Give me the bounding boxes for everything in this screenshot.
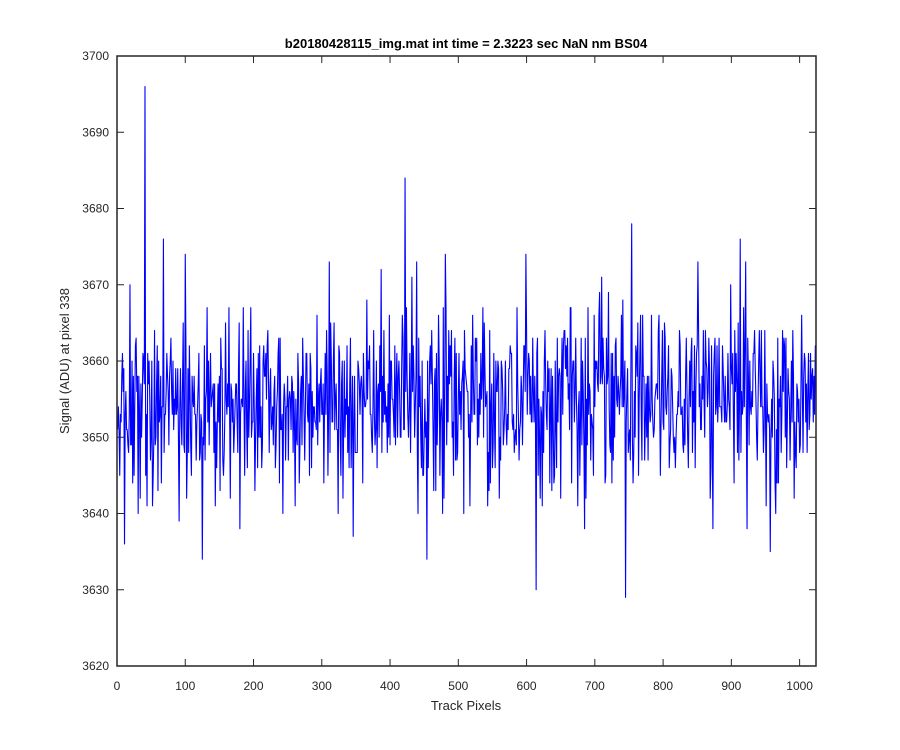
y-tick-label: 3660 bbox=[82, 354, 109, 368]
y-tick-label: 3680 bbox=[82, 202, 109, 216]
x-tick-label: 400 bbox=[380, 679, 400, 693]
x-tick-label: 700 bbox=[585, 679, 605, 693]
x-tick-label: 0 bbox=[114, 679, 121, 693]
y-tick-label: 3700 bbox=[82, 49, 109, 63]
y-tick-label: 3630 bbox=[82, 583, 109, 597]
chart-title: b20180428115_img.mat int time = 2.3223 s… bbox=[285, 36, 648, 51]
y-axis-label: Signal (ADU) at pixel 338 bbox=[57, 288, 72, 434]
y-tick-label: 3640 bbox=[82, 507, 109, 521]
x-tick-label: 500 bbox=[448, 679, 468, 693]
y-tick-label: 3650 bbox=[82, 430, 109, 444]
y-tick-label: 3670 bbox=[82, 278, 109, 292]
plot-area bbox=[117, 56, 816, 666]
x-tick-label: 100 bbox=[175, 679, 195, 693]
x-tick-label: 800 bbox=[653, 679, 673, 693]
x-tick-label: 1000 bbox=[786, 679, 813, 693]
y-tick-label: 3690 bbox=[82, 125, 109, 139]
x-tick-label: 600 bbox=[517, 679, 537, 693]
x-axis-label: Track Pixels bbox=[431, 698, 502, 713]
x-tick-label: 200 bbox=[244, 679, 264, 693]
x-tick-label: 900 bbox=[721, 679, 741, 693]
signal-series-line bbox=[117, 85, 817, 598]
axes-box bbox=[116, 55, 817, 667]
x-tick-label: 300 bbox=[312, 679, 332, 693]
y-tick-label: 3620 bbox=[82, 659, 109, 673]
